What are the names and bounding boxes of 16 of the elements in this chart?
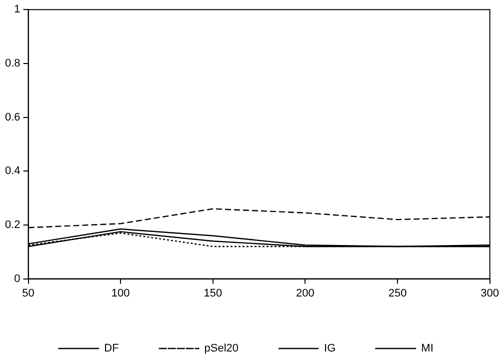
legend-label: MI <box>421 342 434 355</box>
y-tick-label: 1 <box>14 4 20 16</box>
y-tick-label: 0.2 <box>4 218 20 231</box>
x-tick-label: 150 <box>204 287 222 300</box>
legend-label: pSel20 <box>204 342 239 355</box>
x-tick-label: 200 <box>296 287 314 300</box>
y-tick-label: 0 <box>14 272 20 285</box>
legend-label: DF <box>104 342 120 355</box>
y-tick-label: 0.8 <box>4 57 20 70</box>
x-tick-label: 300 <box>480 287 500 300</box>
x-tick-label: 50 <box>22 287 34 300</box>
x-tick-label: 250 <box>388 287 407 300</box>
x-tick-label: 100 <box>111 287 130 300</box>
y-tick-label: 0.4 <box>4 165 20 178</box>
y-tick-label: 0.6 <box>4 111 20 124</box>
legend-label: IG <box>324 342 336 355</box>
